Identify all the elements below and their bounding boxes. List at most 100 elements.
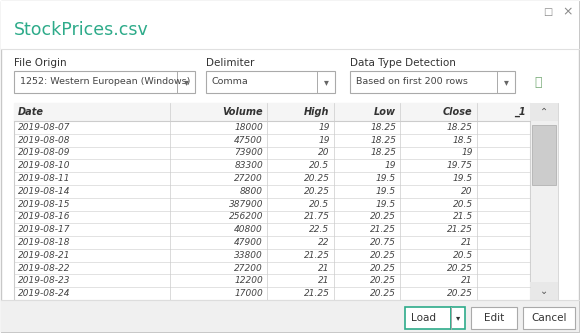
Text: 21.75: 21.75	[304, 212, 329, 221]
Text: 2019-08-17: 2019-08-17	[18, 225, 71, 234]
Text: 21.25: 21.25	[304, 251, 329, 260]
Bar	[530, 103, 558, 300]
Text: 1252: Western European (Windows): 1252: Western European (Windows)	[20, 78, 190, 87]
Text: 2019-08-08: 2019-08-08	[18, 136, 71, 145]
Text: 20.5: 20.5	[452, 251, 473, 260]
Text: 8800: 8800	[240, 187, 263, 196]
Bar	[532, 125, 556, 185]
Text: 20: 20	[461, 187, 473, 196]
Text: 47900: 47900	[234, 238, 263, 247]
Bar	[451, 307, 465, 329]
Text: 2019-08-11: 2019-08-11	[18, 174, 71, 183]
Text: 20.5: 20.5	[310, 161, 329, 170]
Text: File Origin: File Origin	[14, 58, 67, 68]
Text: ▾: ▾	[183, 77, 188, 87]
Text: 20: 20	[318, 149, 329, 158]
Text: 21.25: 21.25	[447, 225, 473, 234]
Bar	[523, 307, 575, 329]
Text: 21.5: 21.5	[452, 212, 473, 221]
Text: ⌃: ⌃	[540, 107, 548, 117]
Text: 19: 19	[385, 161, 396, 170]
Text: 18.25: 18.25	[447, 123, 473, 132]
Text: 19: 19	[318, 123, 329, 132]
Text: 20.25: 20.25	[304, 187, 329, 196]
Text: 2019-08-22: 2019-08-22	[18, 263, 71, 272]
Text: 22.5: 22.5	[310, 225, 329, 234]
Text: 19.5: 19.5	[376, 187, 396, 196]
Bar	[14, 71, 195, 93]
Text: 19.5: 19.5	[452, 174, 473, 183]
Text: 📄: 📄	[534, 76, 542, 89]
Text: 21: 21	[318, 263, 329, 272]
Text: ▾: ▾	[324, 77, 328, 87]
Text: 21: 21	[461, 238, 473, 247]
Text: 20.25: 20.25	[370, 212, 396, 221]
Text: 256200: 256200	[229, 212, 263, 221]
Text: 2019-08-21: 2019-08-21	[18, 251, 71, 260]
Text: ▾: ▾	[503, 77, 509, 87]
Text: 2019-08-15: 2019-08-15	[18, 199, 71, 208]
Text: Date: Date	[18, 107, 44, 117]
Bar	[405, 307, 451, 329]
Text: 18.25: 18.25	[370, 149, 396, 158]
Text: 20.25: 20.25	[370, 276, 396, 285]
Text: 21: 21	[318, 276, 329, 285]
Bar	[530, 103, 558, 121]
Text: 21.25: 21.25	[370, 225, 396, 234]
Text: Data Type Detection: Data Type Detection	[350, 58, 456, 68]
Text: 387900: 387900	[229, 199, 263, 208]
Text: 20.5: 20.5	[452, 199, 473, 208]
Text: 19.5: 19.5	[376, 174, 396, 183]
Text: 2019-08-09: 2019-08-09	[18, 149, 71, 158]
Text: 22: 22	[318, 238, 329, 247]
Text: 18.25: 18.25	[370, 123, 396, 132]
Text: Load: Load	[411, 313, 436, 323]
Text: 21.25: 21.25	[304, 289, 329, 298]
Text: Low: Low	[374, 107, 396, 117]
Text: 18.5: 18.5	[452, 136, 473, 145]
Text: 33800: 33800	[234, 251, 263, 260]
Text: ⌄: ⌄	[540, 286, 548, 296]
Text: 2019-08-07: 2019-08-07	[18, 123, 71, 132]
Text: 21: 21	[461, 276, 473, 285]
Text: 2019-08-14: 2019-08-14	[18, 187, 71, 196]
Text: Comma: Comma	[212, 78, 249, 87]
Text: 19.5: 19.5	[376, 199, 396, 208]
Bar	[1, 1, 579, 49]
Text: Volume: Volume	[222, 107, 263, 117]
Text: 2019-08-10: 2019-08-10	[18, 161, 71, 170]
Text: 2019-08-16: 2019-08-16	[18, 212, 71, 221]
Bar	[1, 300, 579, 332]
Text: High: High	[304, 107, 329, 117]
Text: 20.25: 20.25	[447, 263, 473, 272]
Text: _1: _1	[514, 107, 526, 117]
Text: 83300: 83300	[234, 161, 263, 170]
Text: 19.75: 19.75	[447, 161, 473, 170]
Bar	[530, 282, 558, 300]
Text: 20.25: 20.25	[304, 174, 329, 183]
Text: ×: ×	[563, 6, 573, 19]
Text: 27200: 27200	[234, 174, 263, 183]
Text: 18.25: 18.25	[370, 136, 396, 145]
Bar	[14, 103, 530, 121]
Bar	[206, 71, 335, 93]
Text: StockPrices.csv: StockPrices.csv	[14, 21, 148, 39]
Text: 19: 19	[318, 136, 329, 145]
Text: Based on first 200 rows: Based on first 200 rows	[356, 78, 468, 87]
Text: 73900: 73900	[234, 149, 263, 158]
Text: 12200: 12200	[234, 276, 263, 285]
Text: 20.25: 20.25	[370, 263, 396, 272]
Text: 20.5: 20.5	[310, 199, 329, 208]
Bar	[14, 103, 530, 300]
Text: 47500: 47500	[234, 136, 263, 145]
Text: 19: 19	[461, 149, 473, 158]
Text: 2019-08-23: 2019-08-23	[18, 276, 71, 285]
Text: 20.25: 20.25	[447, 289, 473, 298]
Text: □: □	[543, 7, 553, 17]
Text: 2019-08-24: 2019-08-24	[18, 289, 71, 298]
Text: 18000: 18000	[234, 123, 263, 132]
Text: Edit: Edit	[484, 313, 504, 323]
Bar	[471, 307, 517, 329]
Text: Close: Close	[443, 107, 473, 117]
Text: Cancel: Cancel	[531, 313, 567, 323]
